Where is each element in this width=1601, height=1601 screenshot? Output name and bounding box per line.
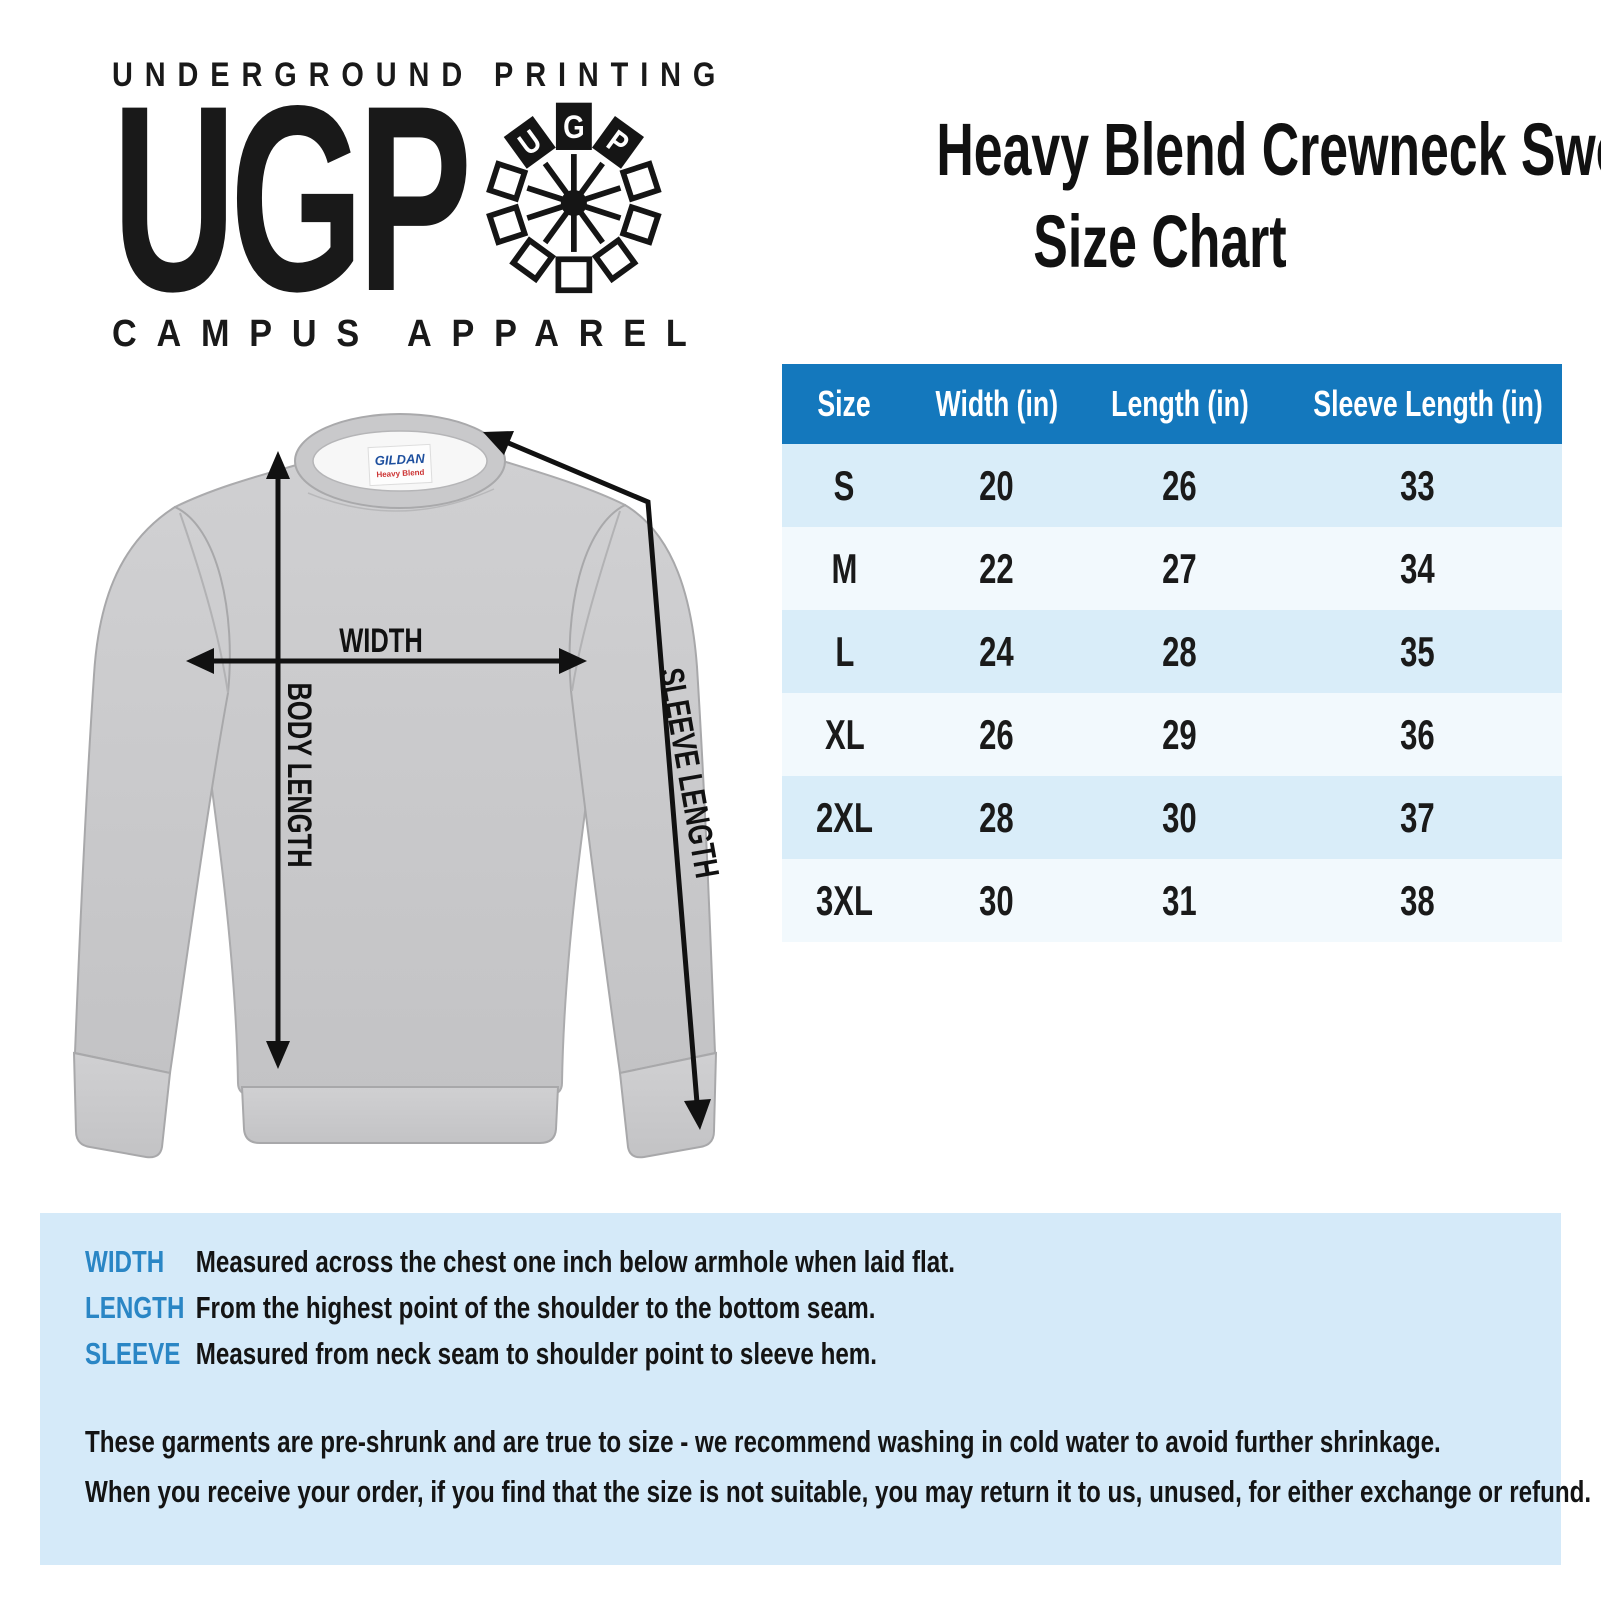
table-row-2xl: 2XL 28 30 37 xyxy=(782,776,1562,859)
def-term-length: LENGTH xyxy=(85,1290,185,1325)
header-length: Length (in) xyxy=(1086,364,1274,444)
header-sleeve-length: Sleeve Length (in) xyxy=(1273,364,1562,444)
cell-width: 26 xyxy=(979,710,1014,758)
cell-sleeve: 35 xyxy=(1400,627,1435,675)
pinwheel-center xyxy=(561,189,588,217)
cell-length: 29 xyxy=(1162,710,1198,758)
def-desc-width: Measured across the chest one inch below… xyxy=(195,1244,955,1279)
cell-length: 31 xyxy=(1162,876,1198,924)
header-width: Width (in) xyxy=(906,364,1087,444)
definition-row-sleeve: SLEEVE Measured from neck seam to should… xyxy=(85,1331,955,1377)
definition-row-length: LENGTH From the highest point of the sho… xyxy=(85,1285,955,1331)
cell-width: 20 xyxy=(979,461,1014,509)
header-size: Size xyxy=(782,364,907,444)
width-arrow xyxy=(186,648,587,674)
title-line-2: Size Chart xyxy=(1033,200,1287,283)
cell-width: 22 xyxy=(979,544,1014,592)
body-length-arrow xyxy=(266,451,290,1069)
pinwheel-square-p: P xyxy=(592,115,645,169)
cell-sleeve: 36 xyxy=(1400,710,1435,758)
logo-top-text: UNDERGROUND PRINTING xyxy=(112,56,728,94)
cell-size: XL xyxy=(824,710,865,758)
cell-width: 24 xyxy=(979,627,1014,675)
neck-tag: GILDAN Heavy Blend xyxy=(367,443,433,487)
note-preshrunk: These garments are pre-shrunk and are tr… xyxy=(85,1424,1441,1459)
collar-stitch xyxy=(307,488,495,512)
cell-length: 27 xyxy=(1162,544,1198,592)
cell-width: 28 xyxy=(979,793,1014,841)
logo-bottom-text: CAMPUS APPAREL xyxy=(112,313,707,355)
cell-length: 26 xyxy=(1162,461,1198,509)
notes-block: These garments are pre-shrunk and are tr… xyxy=(85,1417,1601,1517)
definition-row-width: WIDTH Measured across the chest one inch… xyxy=(85,1239,955,1285)
def-desc-length: From the highest point of the shoulder t… xyxy=(195,1290,876,1325)
cell-size: 2XL xyxy=(815,793,873,841)
ugp-pinwheel-icon: G U P xyxy=(486,102,662,294)
sweatshirt-body xyxy=(173,440,627,1096)
pinwheel-square-g: G xyxy=(556,102,593,150)
cell-sleeve: 38 xyxy=(1400,876,1435,924)
sweatshirt-left-cuff xyxy=(72,1051,172,1159)
cell-size: M xyxy=(831,544,858,592)
def-desc-sleeve: Measured from neck seam to shoulder poin… xyxy=(195,1336,878,1371)
size-chart-table: Size Width (in) Length (in) Sleeve Lengt… xyxy=(782,364,1562,942)
pinwheel-letter-g: G xyxy=(563,110,585,146)
page-title: Heavy Blend Crewneck Sweatshirt Size Cha… xyxy=(755,104,1601,288)
right-armhole-seam xyxy=(571,510,621,692)
body-length-label: BODY LENGTH xyxy=(280,682,317,867)
measurement-notes-panel: WIDTH Measured across the chest one inch… xyxy=(40,1213,1591,1565)
left-armhole-seam xyxy=(179,512,229,694)
title-line-1: Heavy Blend Crewneck Sweatshirt xyxy=(936,108,1601,191)
cell-size: 3XL xyxy=(815,876,873,924)
cell-sleeve: 34 xyxy=(1400,544,1435,592)
sleeve-length-arrow xyxy=(483,431,711,1130)
sweatshirt-diagram: GILDAN Heavy Blend WIDTH BODY LENGTH SLE… xyxy=(60,395,740,1190)
cell-sleeve: 33 xyxy=(1400,461,1435,509)
logo-main-row: UGP G U xyxy=(112,51,672,347)
gildan-tag-subtext: Heavy Blend xyxy=(376,468,425,480)
cell-size: L xyxy=(834,627,854,675)
table-row-3xl: 3XL 30 31 38 xyxy=(782,859,1562,942)
sweatshirt-right-cuff xyxy=(618,1051,718,1159)
pinwheel-plain-squares xyxy=(486,160,662,294)
ugp-logo: UNDERGROUND PRINTING UGP G xyxy=(112,51,728,356)
table-row-s: S 20 26 33 xyxy=(782,444,1562,527)
cell-width: 30 xyxy=(979,876,1014,924)
table-row-xl: XL 26 29 36 xyxy=(782,693,1562,776)
width-label: WIDTH xyxy=(339,623,423,660)
note-returns: When you receive your order, if you find… xyxy=(85,1474,1592,1509)
sweatshirt-left-sleeve xyxy=(73,505,231,1075)
definitions-list: WIDTH Measured across the chest one inch… xyxy=(85,1239,1200,1377)
def-term-width: WIDTH xyxy=(85,1244,165,1279)
cell-length: 28 xyxy=(1162,627,1198,675)
gildan-tag-text: GILDAN xyxy=(374,451,425,469)
cell-size: S xyxy=(834,461,855,509)
table-row-l: L 24 28 35 xyxy=(782,610,1562,693)
table-row-m: M 22 27 34 xyxy=(782,527,1562,610)
pinwheel-spokes xyxy=(526,154,622,252)
pinwheel-square-u: U xyxy=(503,115,557,169)
logo-main-text: UGP xyxy=(112,51,472,347)
cell-sleeve: 37 xyxy=(1400,793,1435,841)
sweatshirt-hem xyxy=(240,1086,560,1144)
cell-length: 30 xyxy=(1162,793,1198,841)
table-header-row: Size Width (in) Length (in) Sleeve Lengt… xyxy=(782,364,1562,444)
def-term-sleeve: SLEEVE xyxy=(85,1336,181,1371)
